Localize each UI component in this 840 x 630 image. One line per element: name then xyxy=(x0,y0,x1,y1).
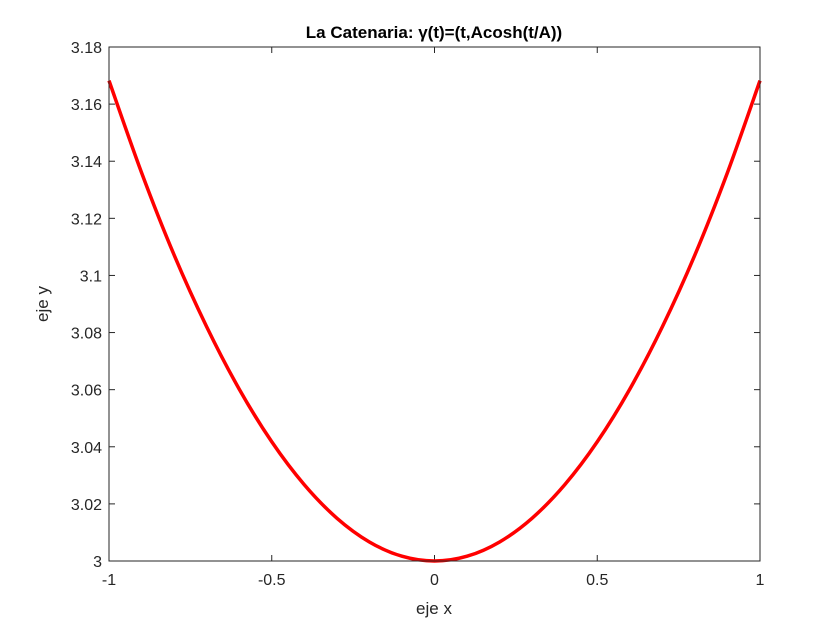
x-tick-label: 0 xyxy=(430,572,439,589)
axes-box xyxy=(108,46,761,562)
chart-title: La Catenaria: γ(t)=(t,Acosh(t/A)) xyxy=(306,23,562,42)
y-tick-label: 3.14 xyxy=(71,154,102,171)
y-tick-label: 3.18 xyxy=(71,40,102,57)
y-tick-label: 3.1 xyxy=(80,268,102,285)
y-tick-label: 3.06 xyxy=(71,383,102,400)
x-tick-label: 1 xyxy=(756,572,765,589)
y-tick-label: 3.12 xyxy=(71,211,102,228)
y-tick-label: 3.16 xyxy=(71,97,102,114)
y-tick-label: 3.02 xyxy=(71,497,102,514)
x-axis-label: eje x xyxy=(416,599,452,618)
plot-area xyxy=(109,47,760,561)
x-tick-label: -0.5 xyxy=(258,572,286,589)
y-tick-label: 3.04 xyxy=(71,440,102,457)
x-tick-label: 0.5 xyxy=(586,572,608,589)
x-tick-label: -1 xyxy=(102,572,116,589)
y-tick-label: 3 xyxy=(93,554,102,571)
y-axis-label: eje y xyxy=(33,286,52,322)
y-tick-label: 3.08 xyxy=(71,326,102,343)
